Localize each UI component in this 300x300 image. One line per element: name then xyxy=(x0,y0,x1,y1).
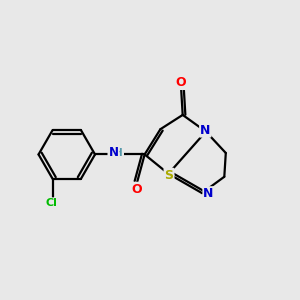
Text: N: N xyxy=(108,146,118,160)
Text: O: O xyxy=(175,76,186,89)
Text: N: N xyxy=(203,187,214,200)
Text: O: O xyxy=(131,183,142,196)
Text: H: H xyxy=(114,148,123,158)
Text: N: N xyxy=(200,124,211,136)
Text: Cl: Cl xyxy=(45,198,57,208)
Text: S: S xyxy=(164,169,173,182)
